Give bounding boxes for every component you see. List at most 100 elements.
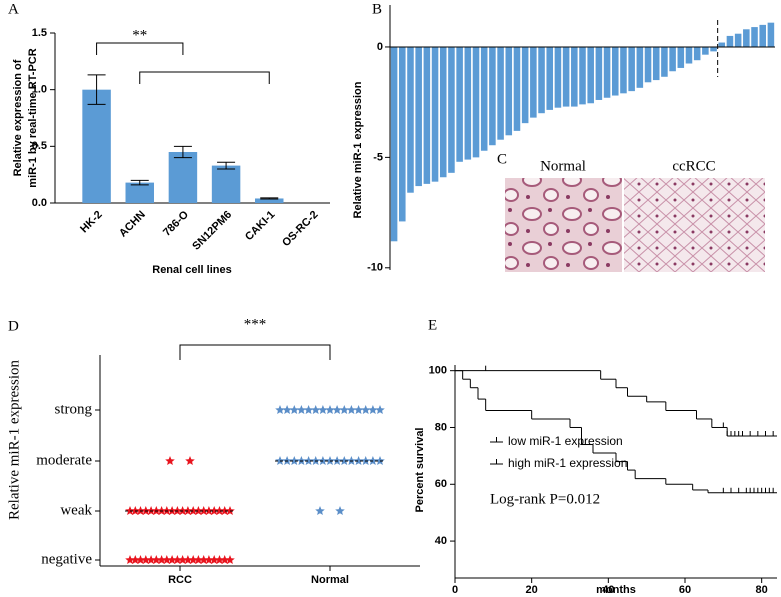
bar xyxy=(415,46,422,187)
dot xyxy=(346,405,357,414)
dot xyxy=(146,555,156,564)
dot xyxy=(335,506,345,515)
bar xyxy=(661,46,668,77)
dot xyxy=(220,555,230,564)
dot xyxy=(325,405,335,414)
bar xyxy=(636,46,644,88)
dot xyxy=(193,555,204,564)
significance-bracket xyxy=(139,71,270,84)
bar xyxy=(759,24,766,47)
x-tick-label: ACHN xyxy=(117,209,148,240)
dot xyxy=(125,555,135,564)
dot xyxy=(289,405,299,414)
y-tick-label: 0 xyxy=(377,41,383,53)
dot xyxy=(209,506,219,515)
significance-bracket xyxy=(179,344,331,360)
dot-group xyxy=(165,456,195,465)
bar xyxy=(255,198,284,203)
dot xyxy=(151,555,162,564)
bar xyxy=(521,46,529,124)
bar xyxy=(399,46,406,222)
y-tick-label: 40 xyxy=(435,535,447,547)
bar xyxy=(497,46,504,140)
dot xyxy=(311,405,321,414)
dot xyxy=(204,506,214,515)
bar xyxy=(431,46,439,182)
y-tick-label: -10 xyxy=(367,262,383,274)
annotation: Log-rank P=0.012 xyxy=(490,491,600,507)
dot xyxy=(204,555,214,564)
dot xyxy=(375,405,385,414)
error-bar xyxy=(87,74,106,105)
error-bar xyxy=(260,197,279,200)
dot xyxy=(214,506,225,515)
image-label: Normal xyxy=(540,158,586,174)
x-tick-label: 40 xyxy=(602,584,614,596)
x-axis-label: months xyxy=(596,584,636,596)
dot xyxy=(332,405,342,414)
dot xyxy=(209,555,219,564)
dot xyxy=(220,506,230,515)
dot xyxy=(156,555,167,564)
bar xyxy=(611,46,619,96)
bar xyxy=(472,46,480,158)
y-tick-label: 1.0 xyxy=(32,84,47,96)
dot xyxy=(318,405,328,414)
y-tick-label: strong xyxy=(55,401,93,417)
legend-label: low miR-1 expression xyxy=(508,434,623,448)
legend-label: high miR-1 expression xyxy=(508,456,627,470)
panel-label: B xyxy=(372,1,382,17)
error-bar xyxy=(173,145,192,159)
bar xyxy=(726,35,734,47)
bar xyxy=(456,46,463,162)
error-bar xyxy=(130,179,149,186)
bar xyxy=(751,27,758,47)
dot xyxy=(188,555,198,564)
dot xyxy=(165,456,175,465)
bar xyxy=(677,46,685,68)
x-tick-label: RCC xyxy=(168,574,192,586)
bar xyxy=(620,46,627,94)
bar xyxy=(652,46,660,81)
ccrcc-histology xyxy=(624,178,765,272)
y-axis-label: Relative expression of xyxy=(12,59,24,176)
dot xyxy=(361,405,371,414)
panel-label: D xyxy=(8,318,19,334)
dot xyxy=(303,456,314,465)
dot xyxy=(172,555,183,564)
x-tick-label: 60 xyxy=(679,584,691,596)
significance-label: *** xyxy=(244,316,267,332)
x-tick-label: CAKI-1 xyxy=(243,209,277,243)
bar xyxy=(562,46,570,107)
bar xyxy=(693,46,701,61)
bar xyxy=(579,46,586,105)
dot xyxy=(339,405,349,414)
bar xyxy=(644,46,652,83)
bar xyxy=(603,46,611,98)
y-axis-label: miR-1 by real-time RT-PCR xyxy=(27,48,39,187)
y-tick-label: moderate xyxy=(36,452,92,468)
significance-bracket xyxy=(96,42,184,55)
bar xyxy=(718,42,726,47)
x-tick-label: 786-O xyxy=(161,208,191,238)
dot-group xyxy=(315,506,345,515)
x-tick-label: 80 xyxy=(756,584,768,596)
dot xyxy=(296,405,307,414)
normal-histology xyxy=(505,178,622,272)
bar xyxy=(82,89,111,203)
dot xyxy=(275,405,285,414)
bar xyxy=(211,165,241,203)
bar xyxy=(669,46,676,72)
dot xyxy=(198,506,209,515)
bar xyxy=(571,46,578,107)
dot xyxy=(167,555,177,564)
bar xyxy=(407,46,414,193)
bar xyxy=(125,182,154,203)
y-tick-label: 0.5 xyxy=(32,140,47,152)
image-label: ccRCC xyxy=(672,158,715,174)
panel-label: E xyxy=(428,317,437,333)
bar xyxy=(628,46,635,92)
dot xyxy=(185,456,195,465)
bar xyxy=(767,22,775,47)
